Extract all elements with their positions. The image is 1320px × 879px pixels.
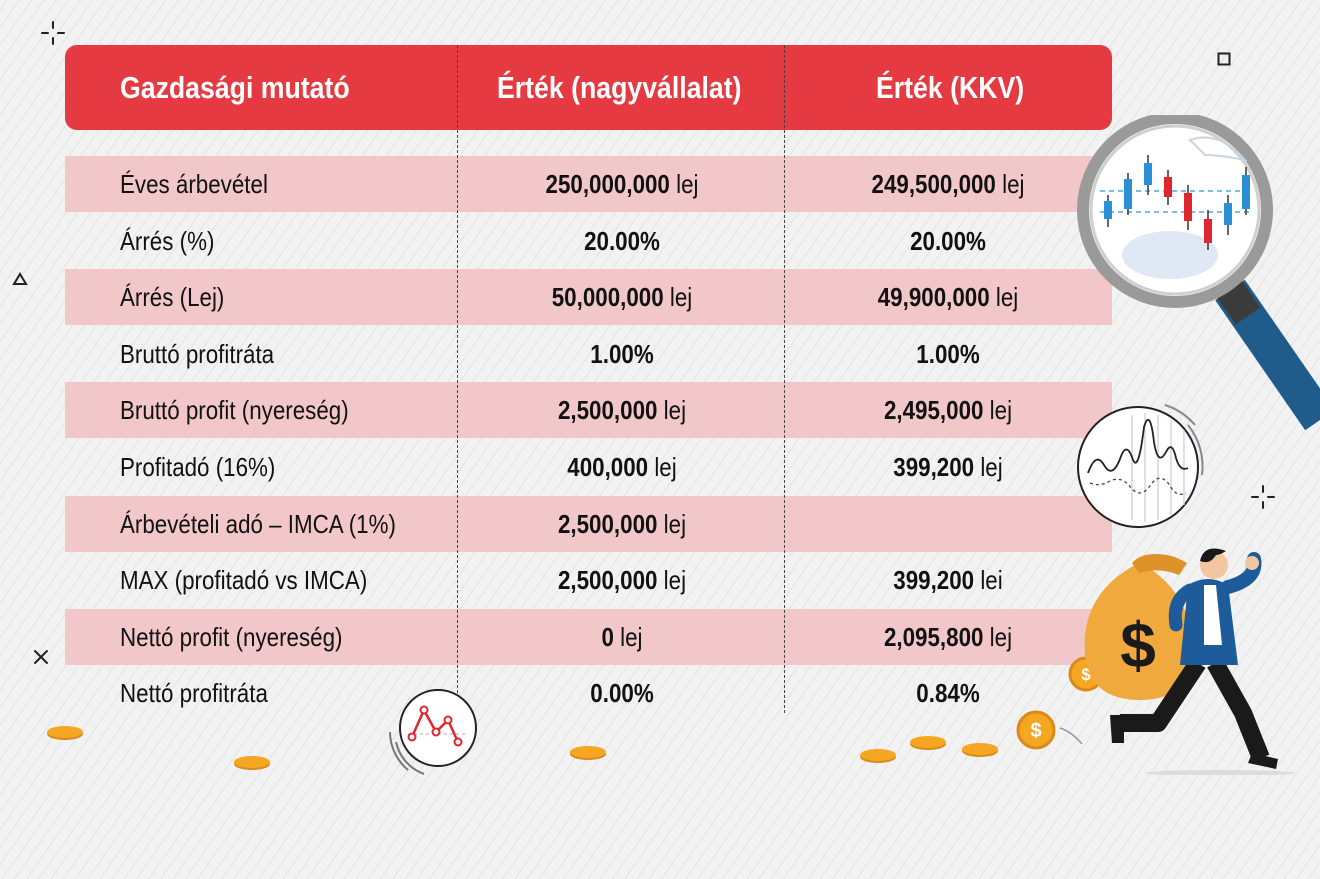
large-company-value: 50,000,000 lej xyxy=(552,269,693,325)
large-company-value-unit: lej xyxy=(669,282,693,312)
column-divider xyxy=(784,45,785,713)
large-company-value-number: 1.00% xyxy=(590,339,654,369)
coin-icon xyxy=(47,726,83,740)
column-divider xyxy=(457,45,458,713)
money-bag-icon: $ xyxy=(1084,554,1193,700)
sme-value-number: 49,900,000 xyxy=(877,282,990,312)
coin-icon xyxy=(962,743,998,757)
large-company-value-unit: lej xyxy=(620,622,643,652)
header-indicator: Gazdasági mutató xyxy=(120,70,350,105)
table-row xyxy=(65,156,1112,212)
large-company-value-unit: lej xyxy=(663,509,687,539)
coin-icon xyxy=(234,756,270,770)
row-label: Éves árbevétel xyxy=(120,169,268,199)
large-company-value: 0 lej xyxy=(601,609,642,665)
triangle-icon xyxy=(12,272,28,285)
header-sme: Érték (KKV) xyxy=(876,70,1025,105)
sme-value-unit: lej xyxy=(995,282,1019,312)
large-company-value-number: 400,000 xyxy=(567,452,649,482)
sme-value-unit: lej xyxy=(989,395,1013,425)
sme-value: 20.00% xyxy=(910,213,986,269)
large-company-value-number: 0.00% xyxy=(590,678,654,708)
header-large-company: Érték (nagyvállalat) xyxy=(497,70,742,105)
large-company-value-number: 2,500,000 xyxy=(557,509,658,539)
coin-icon xyxy=(860,749,896,763)
coin-symbol: $ xyxy=(1030,720,1041,742)
cross-icon xyxy=(34,650,48,664)
table-row xyxy=(65,382,1112,438)
large-company-value-number: 50,000,000 xyxy=(551,282,664,312)
large-company-value: 2,500,000 lej xyxy=(558,382,686,438)
large-company-value-number: 0 xyxy=(601,622,614,652)
large-company-value: 2,500,000 lej xyxy=(558,552,686,608)
coin-icon xyxy=(910,736,946,750)
large-company-value-unit: lej xyxy=(663,565,687,595)
sparkle-icon xyxy=(1251,485,1275,509)
large-company-value-number: 2,500,000 xyxy=(557,565,658,595)
row-label: Profitadó (16%) xyxy=(120,452,276,482)
sme-value-unit: lej xyxy=(980,452,1003,482)
large-company-value: 20.00% xyxy=(584,213,660,269)
coin-icon xyxy=(570,746,606,760)
line-chart-circle-icon xyxy=(1077,404,1204,528)
large-company-value: 250,000,000 lej xyxy=(546,156,699,212)
sparkle-icon xyxy=(41,21,65,45)
large-company-value: 1.00% xyxy=(590,326,653,382)
large-company-value-unit: lej xyxy=(654,452,677,482)
coin-icon: $ xyxy=(1016,710,1083,750)
sme-value-unit: lej xyxy=(1002,169,1025,199)
square-icon xyxy=(1217,52,1231,66)
sme-value-number: 2,095,800 xyxy=(883,622,984,652)
sme-value: 249,500,000 lej xyxy=(872,156,1025,212)
sme-value-unit: lei xyxy=(980,565,1003,595)
sme-value-number: 20.00% xyxy=(910,226,986,256)
row-label: MAX (profitadó vs IMCA) xyxy=(120,565,368,595)
running-man-icon: $ xyxy=(1084,548,1295,775)
table-row xyxy=(65,609,1112,665)
sme-value: 1.00% xyxy=(916,326,979,382)
sme-value: 399,200 lej xyxy=(893,439,1002,495)
row-label: Árbevételi adó – IMCA (1%) xyxy=(120,509,396,539)
coin-symbol: $ xyxy=(1081,665,1091,684)
row-label: Bruttó profit (nyereség) xyxy=(120,395,349,425)
mini-line-chart-icon xyxy=(389,689,477,775)
large-company-value-number: 250,000,000 xyxy=(545,169,670,199)
row-label: Árrés (Lej) xyxy=(120,282,225,312)
large-company-value-unit: lej xyxy=(663,395,687,425)
large-company-value: 2,500,000 lej xyxy=(558,496,686,552)
sme-value: 399,200 lei xyxy=(893,552,1002,608)
sme-value-unit: lej xyxy=(989,622,1013,652)
bag-symbol: $ xyxy=(1120,609,1156,681)
sme-value-number: 399,200 xyxy=(893,565,975,595)
magnifier-candlestick-icon xyxy=(1077,115,1320,431)
sme-value: 2,495,000 lej xyxy=(884,382,1012,438)
sme-value-number: 0.84% xyxy=(916,678,980,708)
sme-value-number: 1.00% xyxy=(916,339,980,369)
row-label: Bruttó profitráta xyxy=(120,339,275,369)
large-company-value-number: 2,500,000 xyxy=(557,395,658,425)
table-row xyxy=(65,269,1112,325)
row-label: Nettó profitráta xyxy=(120,678,268,708)
table-header xyxy=(65,45,1112,130)
sme-value-number: 249,500,000 xyxy=(871,169,996,199)
table-row xyxy=(65,496,1112,552)
sme-value-number: 399,200 xyxy=(893,452,975,482)
sme-value: 2,095,800 lej xyxy=(884,609,1012,665)
large-company-value-number: 20.00% xyxy=(584,226,660,256)
row-label: Árrés (%) xyxy=(120,226,215,256)
large-company-value: 0.00% xyxy=(590,665,653,721)
sme-value: 49,900,000 lej xyxy=(878,269,1019,325)
large-company-value-unit: lej xyxy=(676,169,699,199)
large-company-value: 400,000 lej xyxy=(567,439,676,495)
sme-value-number: 2,495,000 xyxy=(883,395,984,425)
sme-value: 0.84% xyxy=(916,665,979,721)
row-label: Nettó profit (nyereség) xyxy=(120,622,343,652)
